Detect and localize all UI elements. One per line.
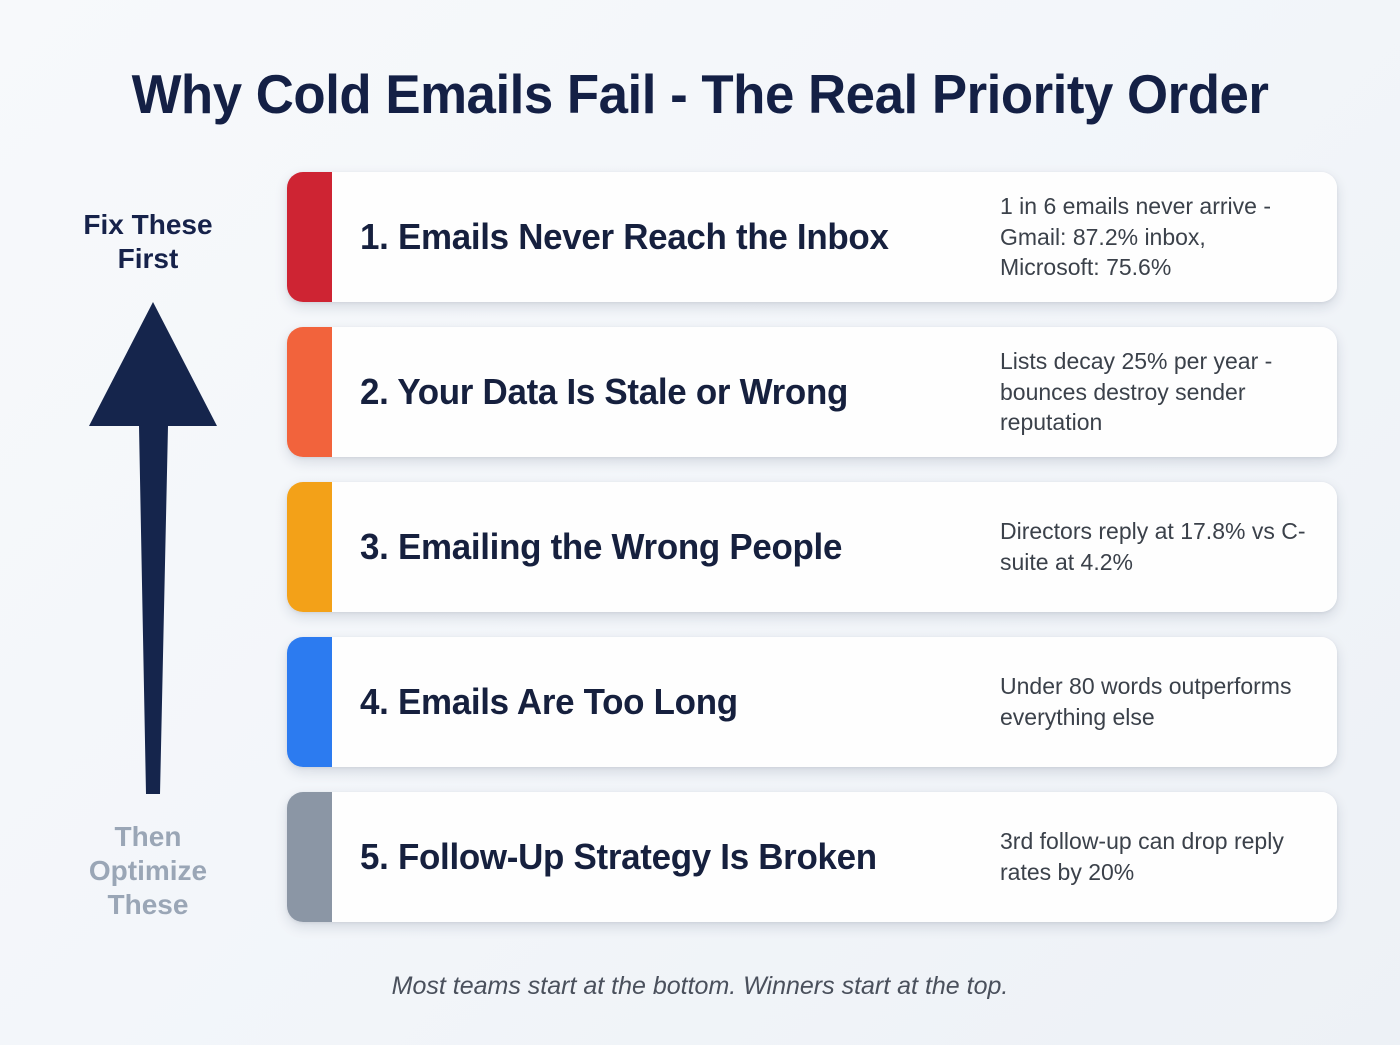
- rail-label-top-line1: Fix These: [83, 209, 213, 240]
- priority-rail: Fix These First Then Optimize These: [36, 170, 260, 940]
- list-item-stat: 3rd follow-up can drop reply rates by 20…: [1000, 828, 1284, 885]
- rail-label-top-line2: First: [117, 243, 179, 275]
- list-item[interactable]: 5. Follow-Up Strategy Is Broken 3rd foll…: [287, 792, 1337, 922]
- list-item-body: 1. Emails Never Reach the Inbox 1 in 6 e…: [332, 172, 1337, 302]
- list-item-body: 3. Emailing the Wrong People Directors r…: [332, 482, 1337, 612]
- accent-bar: [287, 792, 332, 922]
- list-item-heading: 3. Emailing the Wrong People: [360, 526, 843, 568]
- accent-bar: [287, 482, 332, 612]
- rail-label-bottom: Then Optimize These: [36, 820, 260, 922]
- list-item-heading: 2. Your Data Is Stale or Wrong: [360, 371, 849, 413]
- rail-label-bottom-line1: Then: [114, 821, 182, 852]
- rail-label-top: Fix These First: [36, 208, 260, 276]
- list-item-body: 4. Emails Are Too Long Under 80 words ou…: [332, 637, 1337, 767]
- list-item-stat: 1 in 6 emails never arrive - Gmail: 87.2…: [1000, 193, 1271, 281]
- list-item[interactable]: 2. Your Data Is Stale or Wrong Lists dec…: [287, 327, 1337, 457]
- list-item-stat: Lists decay 25% per year - bounces destr…: [1000, 348, 1273, 436]
- list-item-stat: Directors reply at 17.8% vs C-suite at 4…: [1000, 518, 1306, 575]
- list-item-heading: 4. Emails Are Too Long: [360, 681, 738, 723]
- accent-bar: [287, 327, 332, 457]
- upward-arrow-icon: [78, 298, 228, 798]
- accent-bar: [287, 637, 332, 767]
- rail-label-bottom-line2: Optimize: [88, 855, 208, 887]
- accent-bar: [287, 172, 332, 302]
- list-item-heading: 5. Follow-Up Strategy Is Broken: [360, 836, 877, 878]
- priority-list: 1. Emails Never Reach the Inbox 1 in 6 e…: [287, 172, 1337, 947]
- list-item[interactable]: 1. Emails Never Reach the Inbox 1 in 6 e…: [287, 172, 1337, 302]
- list-item-body: 5. Follow-Up Strategy Is Broken 3rd foll…: [332, 792, 1337, 922]
- list-item[interactable]: 3. Emailing the Wrong People Directors r…: [287, 482, 1337, 612]
- list-item[interactable]: 4. Emails Are Too Long Under 80 words ou…: [287, 637, 1337, 767]
- page-title: Why Cold Emails Fail - The Real Priority…: [131, 63, 1269, 125]
- list-item-stat: Under 80 words outperforms everything el…: [1000, 673, 1292, 730]
- list-item-heading: 1. Emails Never Reach the Inbox: [360, 216, 889, 258]
- list-item-body: 2. Your Data Is Stale or Wrong Lists dec…: [332, 327, 1337, 457]
- footer-note: Most teams start at the bottom. Winners …: [391, 972, 1009, 1000]
- rail-label-bottom-line3: These: [107, 889, 189, 921]
